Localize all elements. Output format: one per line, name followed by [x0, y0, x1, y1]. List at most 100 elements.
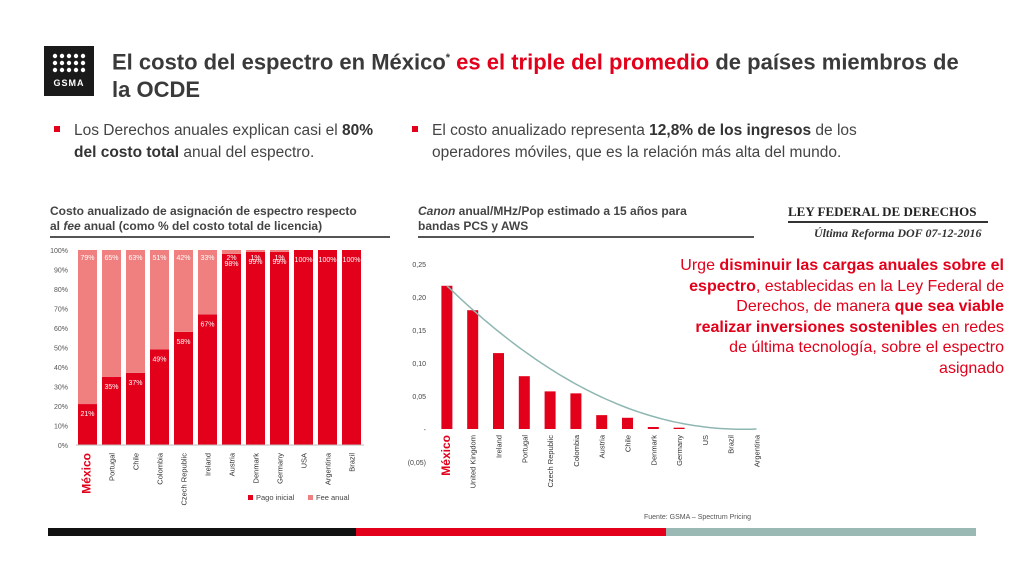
- bullet-1-post: anual del espectro.: [179, 144, 315, 161]
- chart1-title-pre: al: [50, 219, 64, 233]
- y-tick-label: 70%: [54, 307, 68, 314]
- y-tick-label: 100%: [50, 248, 68, 255]
- bar-fee-anual: [78, 250, 97, 405]
- data-label: 51%: [152, 255, 166, 262]
- data-label: 49%: [152, 356, 166, 363]
- callout-b2: que sea viable realizar inversiones sost…: [695, 298, 1004, 336]
- bar: [493, 353, 504, 429]
- data-label: 100%: [343, 257, 361, 264]
- data-label: 63%: [128, 255, 142, 262]
- data-label: 1%: [274, 255, 284, 262]
- category-label: Denmark: [252, 453, 261, 484]
- data-label: 1%: [250, 255, 260, 262]
- callout-p3: en redes de última tecnología, sobre el …: [729, 318, 1004, 377]
- bullet-2-post: de los operadores móviles, que es la rel…: [432, 122, 857, 161]
- category-label: Austria: [598, 434, 607, 458]
- category-label: Colombia: [156, 452, 165, 485]
- y-tick-label: 0%: [58, 443, 68, 450]
- chart2-bar: (0,05) - 0,05 0,10 0,15 0,20 0,25 México United …: [408, 262, 762, 488]
- y-tick-label: 0,10: [412, 361, 426, 368]
- category-label: Argentina: [324, 452, 333, 485]
- footer-band-black: [48, 528, 356, 536]
- data-label: 79%: [80, 255, 94, 262]
- data-label: 100%: [295, 257, 313, 264]
- data-label: 2%: [226, 255, 236, 262]
- bullet-2: El costo anualizado representa 12,8% de …: [412, 120, 902, 164]
- category-label: Ireland: [495, 435, 504, 458]
- bar-fee-anual: [174, 250, 193, 332]
- data-label: 58%: [176, 339, 190, 346]
- category-label: Germany: [675, 435, 684, 466]
- bar-pago-inicial: [78, 404, 97, 445]
- bar-pago-inicial: [294, 250, 313, 445]
- chart2-title-italic: Canon: [418, 204, 456, 218]
- data-label: 98%: [224, 261, 238, 268]
- bullet-1-text: Los Derechos anuales explican casi el: [74, 122, 342, 139]
- bar: [673, 427, 685, 429]
- y-tick-label: 10%: [54, 424, 68, 431]
- category-label: Argentina: [753, 434, 762, 467]
- trend-line: [446, 285, 757, 431]
- title-part3: de países miembros de la OCDE: [112, 49, 959, 103]
- legend-label: Fee anual: [316, 493, 350, 502]
- chart2-title-rest: anual/MHz/Pop estimado a 15 años para: [455, 204, 687, 218]
- data-label: 67%: [200, 321, 214, 328]
- category-label: Ireland: [204, 453, 213, 476]
- title-highlight: es el triple del promedio: [450, 49, 710, 75]
- bar: [544, 391, 556, 429]
- bullet-square-icon: [412, 126, 418, 132]
- y-tick-label: 40%: [54, 365, 68, 372]
- chart1-stacked-bar: 0% 10% 20% 30% 40% 50% 60% 70% 80% 90% 100% 21% 79% M…: [50, 248, 364, 506]
- bar-pago-inicial: [102, 376, 121, 445]
- bar-pago-inicial: [342, 250, 361, 445]
- bar-pago-inicial: [222, 253, 241, 445]
- y-tick-label: 60%: [54, 326, 68, 333]
- y-tick-label: -: [424, 427, 427, 434]
- title-footnote: *: [445, 52, 451, 64]
- chart1-title-italic: fee: [63, 219, 81, 233]
- bar-pago-inicial: [318, 250, 337, 445]
- chart2-title: Canon anual/MHz/Pop estimado a 15 años p…: [418, 204, 754, 238]
- logo-text: GSMA: [53, 78, 85, 88]
- bar-pago-inicial: [150, 349, 169, 445]
- y-tick-label: 80%: [54, 287, 68, 294]
- y-tick-label: 0,20: [412, 295, 426, 302]
- category-label: Colombia: [572, 434, 581, 467]
- callout-text: Urge disminuir las cargas anuales sobre …: [680, 256, 1004, 379]
- category-label: Brazil: [348, 453, 357, 472]
- data-label: 99%: [272, 259, 286, 266]
- bar: [441, 285, 453, 429]
- data-label: 33%: [200, 255, 214, 262]
- category-label: Austria: [228, 452, 237, 476]
- y-tick-label: 90%: [54, 268, 68, 275]
- callout-b1: disminuir las cargas anuales sobre el es…: [689, 257, 1004, 295]
- y-tick-label: 0,05: [412, 394, 426, 401]
- page-title: El costo del espectro en México* es el t…: [112, 44, 972, 104]
- bar-fee-anual: [246, 250, 265, 252]
- data-label: 35%: [104, 384, 118, 391]
- callout-p1: Urge: [680, 257, 720, 274]
- category-label: Denmark: [649, 435, 658, 466]
- y-tick-label: (0,05): [408, 460, 426, 467]
- category-label: Czech Republic: [180, 453, 189, 506]
- category-label: US: [701, 435, 710, 445]
- data-label: 42%: [176, 255, 190, 262]
- y-tick-label: 0,25: [412, 262, 426, 269]
- bullet-1: Los Derechos anuales explican casi el 80…: [54, 120, 394, 164]
- source-note: Fuente: GSMA – Spectrum Pricing: [644, 514, 751, 521]
- bar-pago-inicial: [270, 251, 289, 445]
- category-label: Portugal: [520, 435, 529, 463]
- bar: [647, 427, 659, 429]
- y-tick-label: 50%: [54, 346, 68, 353]
- bar-pago-inicial: [126, 372, 145, 445]
- bullet-2-bold: 12,8% de los ingresos: [649, 122, 812, 139]
- law-subtitle: Última Reforma DOF 07-12-2016: [814, 226, 982, 240]
- gsma-logo: GSMA: [44, 46, 94, 96]
- legend-label: Pago inicial: [256, 493, 295, 502]
- chart1-title: Costo anualizado de asignación de espect…: [50, 204, 390, 238]
- gsma-dots-icon: [52, 53, 86, 73]
- legend-swatch: [308, 495, 313, 500]
- bar-pago-inicial: [246, 251, 265, 445]
- chart1-title-post: anual (como % del costo total de licenci…: [80, 219, 323, 233]
- category-label: México: [439, 435, 453, 476]
